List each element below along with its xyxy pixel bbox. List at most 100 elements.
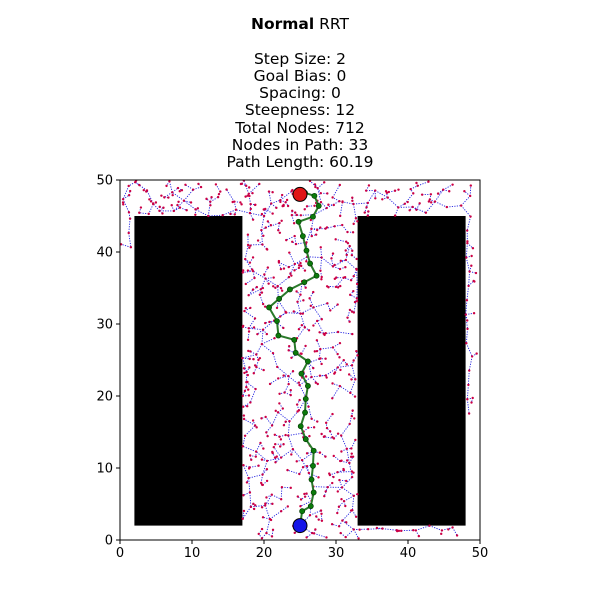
tree-node — [128, 189, 132, 193]
tree-edge — [469, 185, 472, 196]
tree-node — [351, 199, 354, 202]
tree-node — [336, 330, 340, 334]
tree-node — [293, 262, 296, 266]
tree-node — [400, 529, 403, 533]
tree-node — [216, 195, 220, 199]
tree-edge — [257, 329, 264, 335]
tree-node — [315, 349, 319, 353]
tree-node — [467, 284, 470, 288]
tree-node — [274, 409, 277, 413]
tree-edge — [248, 474, 263, 479]
tree-node — [305, 464, 309, 468]
tree-node — [315, 515, 318, 518]
tree-edge — [317, 182, 325, 189]
tree-node — [275, 455, 278, 458]
tree-node — [260, 212, 264, 216]
tree-node — [468, 270, 471, 273]
tree-node — [245, 481, 249, 484]
tree-edge — [215, 184, 221, 192]
tree-node — [253, 317, 257, 320]
path-node — [298, 370, 305, 377]
tree-node — [355, 297, 359, 300]
tree-node — [214, 183, 218, 186]
tree-edge — [179, 207, 187, 211]
tree-node — [264, 502, 267, 505]
tree-node — [464, 313, 467, 316]
tree-node — [474, 271, 478, 275]
tree-node — [345, 253, 348, 257]
tree-node — [299, 498, 303, 501]
tree-node — [247, 467, 251, 470]
tree-node — [429, 193, 433, 196]
tree-node — [367, 184, 371, 187]
tree-node — [381, 198, 384, 201]
tree-node — [299, 293, 302, 296]
tree-edge — [313, 486, 328, 488]
tree-edge — [465, 314, 468, 329]
tree-node — [242, 417, 246, 421]
tree-node — [127, 184, 130, 188]
tree-node — [397, 188, 400, 191]
tree-node — [246, 373, 249, 377]
tree-node — [356, 354, 359, 357]
tree-node — [247, 349, 250, 353]
tree-edge — [128, 232, 132, 248]
title-total-nodes: Total Nodes: 712 — [235, 118, 365, 137]
tree-node — [279, 315, 282, 318]
tree-edge — [243, 465, 250, 479]
tree-edge — [318, 349, 321, 359]
tree-node — [299, 261, 302, 265]
tree-node — [298, 398, 301, 402]
path-node — [303, 247, 310, 254]
tree-node — [353, 417, 356, 420]
tree-node — [374, 197, 377, 200]
tree-node — [165, 184, 168, 188]
tree-node — [345, 240, 348, 243]
tree-node — [356, 220, 359, 223]
tree-node — [412, 528, 415, 532]
tree-node — [351, 332, 354, 336]
tree-node — [314, 185, 317, 189]
tree-node — [171, 193, 174, 197]
tree-node — [271, 212, 274, 215]
tree-node — [318, 451, 321, 454]
tree-node — [417, 534, 421, 538]
tree-node — [253, 276, 256, 280]
tree-node — [291, 209, 294, 213]
tree-node — [276, 365, 279, 369]
tree-node — [330, 523, 334, 526]
tree-node — [270, 535, 274, 538]
tree-node — [455, 534, 459, 537]
tree-node — [248, 366, 251, 369]
tree-node — [271, 450, 274, 454]
tree-node — [467, 412, 471, 415]
tree-node — [262, 447, 265, 450]
tree-node — [282, 204, 285, 208]
tree-node — [265, 332, 269, 336]
tree-node — [328, 430, 332, 433]
tree-edge — [350, 439, 356, 449]
tree-node — [265, 531, 268, 535]
tree-node — [350, 414, 353, 418]
tree-node — [348, 308, 352, 312]
x-tick-label: 0 — [116, 546, 124, 561]
tree-node — [336, 352, 339, 356]
title-bold: Normal — [250, 15, 315, 33]
path-node — [287, 286, 293, 293]
tree-edge — [465, 257, 471, 272]
tree-node — [326, 485, 329, 489]
tree-edge — [288, 375, 300, 386]
tree-node — [339, 259, 343, 263]
tree-node — [278, 231, 282, 234]
path-node — [299, 508, 306, 515]
tree-node — [243, 371, 246, 375]
tree-node — [323, 435, 326, 438]
tree-node — [178, 190, 181, 193]
tree-node — [246, 380, 249, 384]
tree-node — [466, 240, 469, 243]
tree-edge — [333, 455, 341, 462]
tree-node — [319, 357, 322, 360]
tree-node — [320, 256, 323, 259]
tree-edge — [207, 201, 211, 217]
tree-node — [319, 246, 322, 249]
